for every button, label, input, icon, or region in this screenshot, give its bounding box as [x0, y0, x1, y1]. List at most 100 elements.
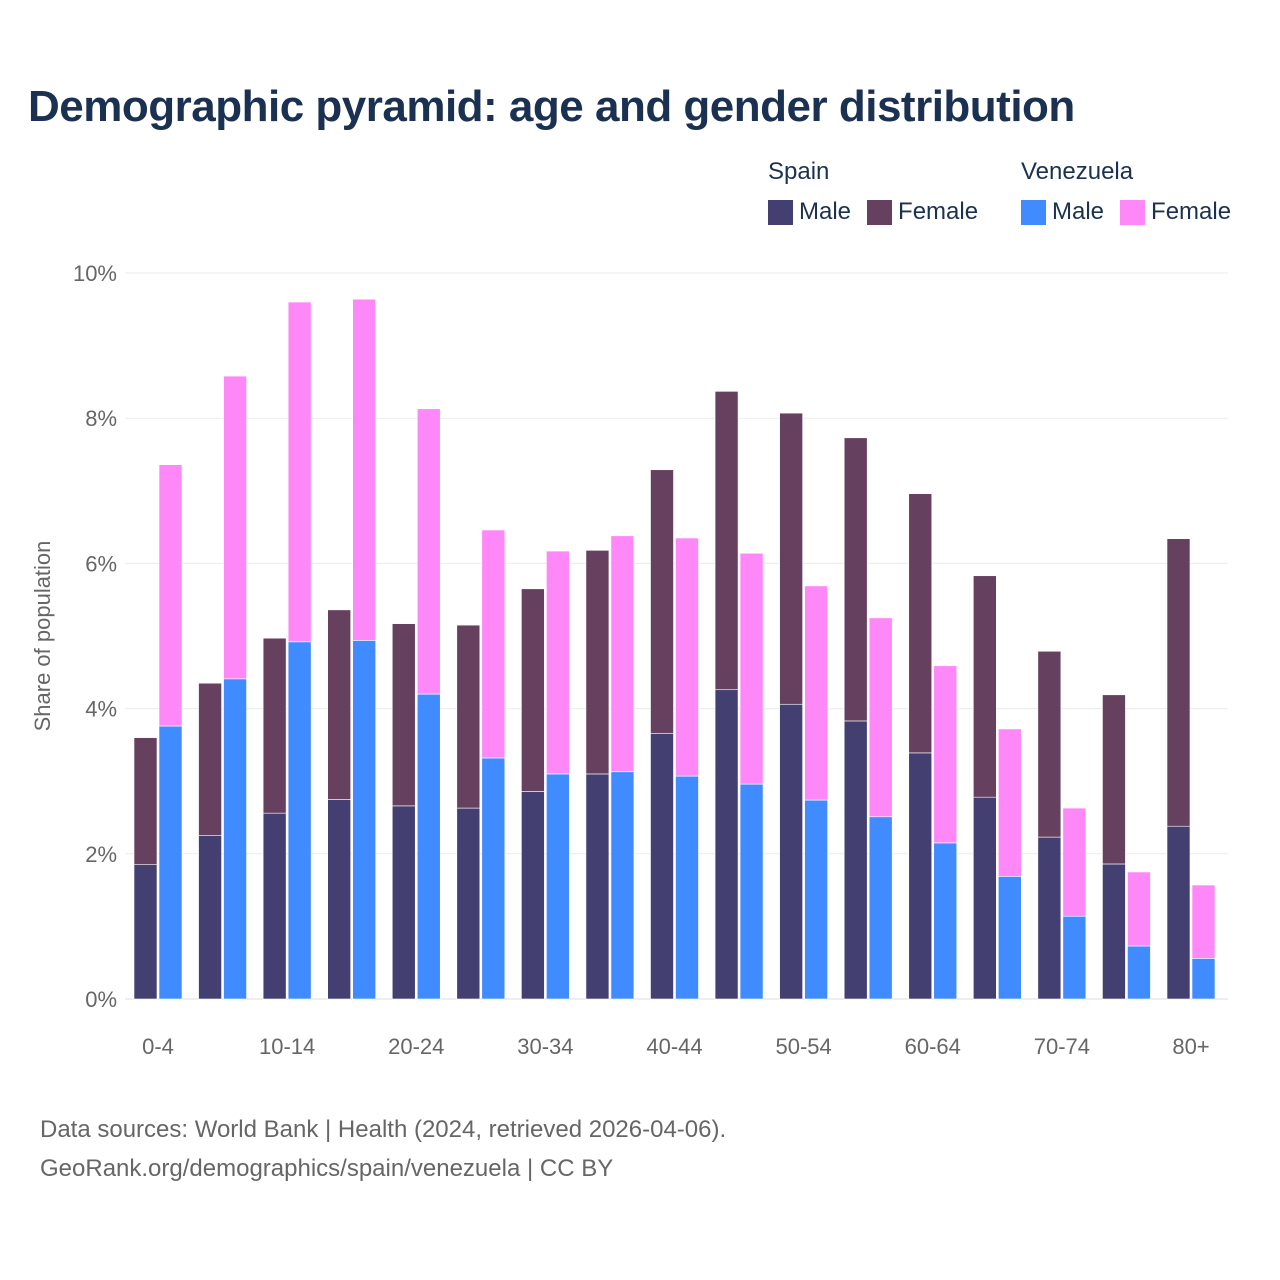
bar-venezuela-female: Venezuela Female 15-19: 4.7%	[352, 298, 376, 641]
bar-venezuela-female: Venezuela Female 80+: 1.01%	[1191, 884, 1216, 959]
bar-spain-male: Spain Male 5-9: 2.25%	[198, 835, 222, 1000]
bar-venezuela-male: Venezuela Male 70-74: 1.14%	[1062, 915, 1087, 1000]
legend-swatch	[867, 199, 893, 225]
chart-title: Demographic pyramid: age and gender dist…	[28, 82, 1075, 131]
legend-spain: Spain Male Female	[768, 158, 978, 226]
bar-venezuela-male: Venezuela Male 0-4: 3.76%	[158, 725, 183, 1000]
bar-spain-male: Spain Male 15-19: 2.75%	[327, 799, 351, 1000]
bar-spain-female: Spain Female 50-54: 4.01%	[779, 412, 803, 705]
bar-spain-female: Spain Female 35-39: 3.08%	[585, 550, 610, 775]
x-tick-label: 80+	[1172, 1034, 1209, 1059]
bar-spain-male: Spain Male 40-44: 3.66%	[650, 732, 674, 1000]
bar-spain-male: Spain Male 20-24: 2.66%	[391, 805, 416, 1000]
bar-spain-male: Spain Male 50-54: 4.06%	[779, 703, 803, 1000]
bar-spain-female: Spain Female 0-4: 1.75%	[133, 737, 158, 865]
bar-venezuela-male: Venezuela Male 5-9: 4.41%	[223, 678, 247, 1000]
bar-venezuela-female: Venezuela Female 45-49: 3.18%	[739, 552, 764, 785]
legend-label: Female	[1151, 198, 1232, 225]
legend-label: Male	[799, 198, 852, 225]
x-tick-label: 70-74	[1034, 1034, 1090, 1059]
legend-item-venezuela-male[interactable]: Male	[1021, 198, 1104, 226]
bar-venezuela-male: Venezuela Male 75-79: 0.73%	[1127, 945, 1151, 1000]
bar-spain-female: Spain Female 70-74: 2.56%	[1037, 650, 1062, 838]
bar-spain-male: Spain Male 0-4: 1.85%	[133, 864, 158, 1000]
y-tick-label: 8%	[85, 406, 117, 431]
x-tick-label: 40-44	[646, 1034, 702, 1059]
y-tick-label: 4%	[85, 697, 117, 722]
y-tick-label: 6%	[85, 551, 117, 576]
legend-item-venezuela-female[interactable]: Female	[1120, 198, 1231, 226]
bar-venezuela-male: Venezuela Male 30-34: 3.1%	[546, 773, 570, 1000]
bar-spain-male: Spain Male 30-34: 2.86%	[521, 791, 545, 1000]
bar-spain-female: Spain Female 45-49: 4.11%	[714, 391, 739, 691]
bar-venezuela-male: Venezuela Male 20-24: 4.2%	[416, 693, 441, 1000]
bar-venezuela-female: Venezuela Female 70-74: 1.49%	[1062, 807, 1087, 917]
y-tick-label: 10%	[73, 261, 117, 286]
bar-spain-female: Spain Female 25-29: 2.52%	[456, 624, 481, 809]
bar-spain-male: Spain Male 35-39: 3.1%	[585, 773, 610, 1000]
bar-venezuela-female: Venezuela Female 55-59: 2.74%	[868, 617, 893, 818]
x-tick-label: 30-34	[517, 1034, 573, 1059]
bar-spain-male: Spain Male 80+: 2.38%	[1166, 825, 1191, 1000]
bar-venezuela-male: Venezuela Male 80+: 0.56%	[1191, 958, 1216, 1000]
bar-spain-female: Spain Female 60-64: 3.57%	[908, 493, 933, 754]
bar-venezuela-female: Venezuela Female 65-69: 2.03%	[998, 728, 1022, 877]
legend-label: Female	[898, 198, 979, 225]
bar-venezuela-female: Venezuela Female 25-29: 3.14%	[481, 529, 506, 759]
bar-venezuela-female: Venezuela Female 30-34: 3.07%	[546, 550, 570, 775]
bar-venezuela-male: Venezuela Male 45-49: 2.96%	[739, 783, 764, 1000]
bar-venezuela-female: Venezuela Female 0-4: 3.6%	[158, 464, 183, 727]
bar-spain-female: Spain Female 10-14: 2.41%	[262, 637, 287, 814]
legend-venezuela-header: Venezuela	[1021, 158, 1134, 185]
bar-venezuela-male: Venezuela Male 55-59: 2.51%	[868, 816, 893, 1000]
bar-venezuela-male: Venezuela Male 60-64: 2.15%	[933, 842, 958, 1000]
bar-spain-female: Spain Female 15-19: 2.61%	[327, 609, 351, 800]
bar-spain-male: Spain Male 45-49: 4.26%	[714, 689, 739, 1000]
source-url: GeoRank.org/demographics/spain/venezuela…	[40, 1155, 614, 1182]
legend-item-spain-female[interactable]: Female	[867, 198, 978, 226]
x-tick-label: 20-24	[388, 1034, 444, 1059]
bar-venezuela-male: Venezuela Male 50-54: 2.74%	[804, 799, 828, 1000]
legend-item-spain-male[interactable]: Male	[768, 198, 851, 226]
legend-spain-header: Spain	[768, 158, 830, 185]
bar-venezuela-male: Venezuela Male 35-39: 3.13%	[610, 771, 635, 1000]
bar-spain-female: Spain Female 55-59: 3.9%	[843, 437, 868, 722]
bar-spain-male: Spain Male 70-74: 2.23%	[1037, 836, 1062, 1000]
legend-swatch	[1120, 199, 1146, 225]
bar-spain-female: Spain Female 20-24: 2.51%	[391, 623, 416, 807]
x-tick-label: 0-4	[142, 1034, 174, 1059]
y-tick-label: 2%	[85, 842, 117, 867]
bar-spain-female: Spain Female 5-9: 2.1%	[198, 682, 222, 836]
bar-venezuela-male: Venezuela Male 65-69: 1.69%	[998, 876, 1022, 1000]
bar-spain-male: Spain Male 25-29: 2.63%	[456, 807, 481, 1000]
bar-spain-female: Spain Female 40-44: 3.63%	[650, 469, 674, 734]
bar-venezuela-male: Venezuela Male 10-14: 4.92%	[287, 641, 312, 1000]
y-tick-label: 0%	[85, 987, 117, 1012]
bar-venezuela-female: Venezuela Female 50-54: 2.95%	[804, 585, 828, 801]
bar-spain-male: Spain Male 55-59: 3.83%	[843, 720, 868, 1000]
x-tick-label: 10-14	[259, 1034, 315, 1059]
x-tick-label: 50-54	[775, 1034, 831, 1059]
bar-venezuela-male: Venezuela Male 25-29: 3.32%	[481, 757, 506, 1000]
bar-spain-male: Spain Male 65-69: 2.78%	[973, 796, 997, 1000]
source-note: Data sources: World Bank | Health (2024,…	[40, 1116, 727, 1143]
bar-spain-male: Spain Male 10-14: 2.56%	[262, 812, 287, 1000]
bar-spain-male: Spain Male 60-64: 3.39%	[908, 752, 933, 1000]
legend-venezuela: Venezuela Male Female	[1021, 158, 1231, 226]
legend-label: Male	[1052, 198, 1105, 225]
bar-spain-male: Spain Male 75-79: 1.86%	[1102, 863, 1126, 1000]
legend-swatch	[1021, 199, 1046, 225]
bar-spain-female: Spain Female 80+: 3.96%	[1166, 538, 1191, 827]
bar-spain-female: Spain Female 30-34: 2.79%	[521, 588, 545, 792]
bar-spain-female: Spain Female 75-79: 2.33%	[1102, 694, 1126, 865]
bar-venezuela-male: Venezuela Male 40-44: 3.07%	[675, 775, 699, 1000]
bar-venezuela-female: Venezuela Female 20-24: 3.93%	[416, 408, 441, 695]
bar-venezuela-female: Venezuela Female 75-79: 1.02%	[1127, 871, 1151, 947]
bar-venezuela-female: Venezuela Female 10-14: 4.68%	[287, 301, 312, 643]
x-tick-label: 60-64	[905, 1034, 961, 1059]
bar-venezuela-female: Venezuela Female 35-39: 3.25%	[610, 535, 635, 773]
bar-spain-female: Spain Female 65-69: 3.05%	[973, 575, 997, 798]
legend-swatch	[768, 199, 793, 225]
bar-venezuela-female: Venezuela Female 40-44: 3.28%	[675, 537, 699, 777]
